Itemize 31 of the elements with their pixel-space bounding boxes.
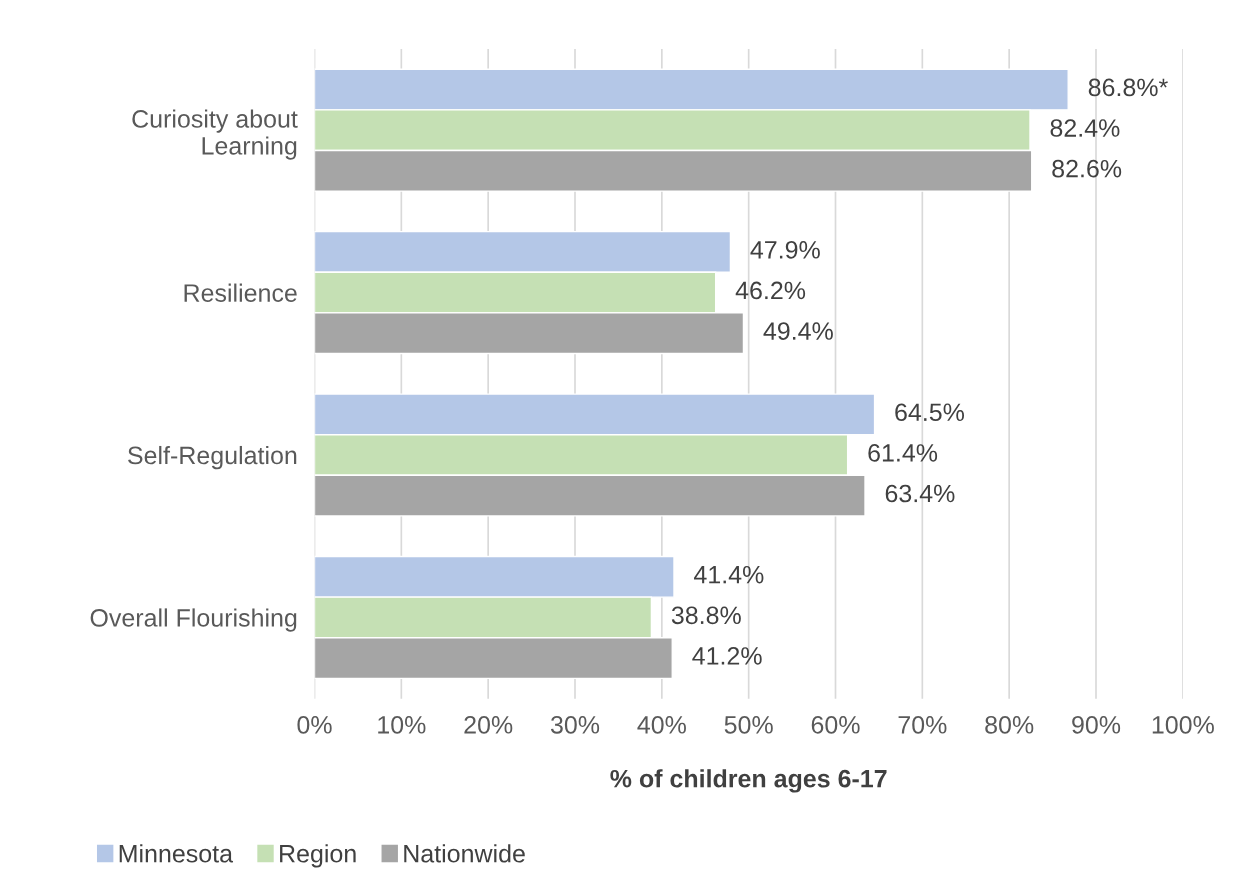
data-label: 82.4%: [1050, 119, 1120, 137]
data-label: 49.4%: [763, 322, 833, 340]
y-tick-label: Resilience: [184, 283, 297, 302]
x-axis-title: % of children ages 6-17: [610, 769, 887, 793]
data-label: 41.4%: [694, 565, 764, 584]
y-tick-label: Overall Flourishing: [90, 608, 297, 632]
data-label: 64.5%: [895, 403, 965, 422]
y-tick-label: Self-Regulation: [128, 445, 297, 470]
x-tick-label: 30%: [550, 715, 600, 734]
x-tick-label: 70%: [898, 715, 947, 734]
data-label: 61.4%: [868, 444, 938, 462]
data-label: 86.8%*: [1088, 78, 1168, 97]
data-label: 82.6%: [1052, 159, 1122, 178]
data-label: 63.4%: [885, 484, 955, 503]
legend-label: Region: [280, 844, 356, 868]
x-tick-label: 0%: [297, 715, 332, 734]
data-label: 47.9%: [750, 240, 820, 259]
x-tick-label: 20%: [464, 715, 513, 734]
data-label: 46.2%: [735, 281, 806, 300]
x-tick-label: 10%: [378, 715, 426, 734]
data-label: 41.2%: [692, 647, 762, 665]
x-tick-label: 90%: [1072, 715, 1121, 734]
x-tick-label: 40%: [637, 715, 686, 734]
legend-label: Nationwide: [404, 844, 525, 863]
data-label: 38.8%: [671, 606, 741, 625]
x-tick-label: 80%: [985, 715, 1034, 734]
x-tick-label: 60%: [811, 715, 860, 734]
y-tick-label: Curiosity about Learning: [132, 109, 298, 160]
x-tick-label: 100%: [1152, 715, 1214, 734]
legend-label: Minnesota: [119, 844, 234, 863]
x-tick-label: 50%: [724, 715, 773, 734]
